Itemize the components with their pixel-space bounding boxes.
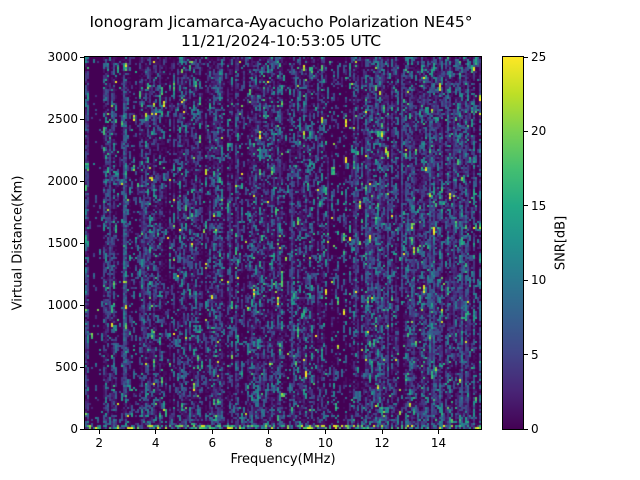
x-tick-label: 2 — [95, 436, 103, 450]
x-tick-label: 4 — [151, 436, 160, 450]
chart-title: Ionogram Jicamarca-Ayacucho Polarization… — [89, 13, 472, 51]
heatmap-canvas — [85, 57, 481, 429]
y-tick-label: 1500 — [47, 236, 78, 250]
tick-mark — [324, 430, 326, 434]
tick-mark — [80, 180, 84, 182]
y-tick-label: 1000 — [47, 298, 78, 312]
tick-mark — [438, 430, 440, 434]
colorbar — [502, 56, 524, 430]
colorbar-tick-label: 25 — [531, 50, 547, 64]
colorbar-tick-label: 0 — [531, 422, 539, 436]
x-tick-label: 14 — [430, 436, 447, 450]
tick-mark — [524, 354, 528, 356]
tick-mark — [80, 118, 84, 120]
colorbar-gradient — [503, 57, 523, 429]
tick-mark — [381, 430, 383, 434]
tick-mark — [524, 130, 528, 132]
chart-title-line1: Ionogram Jicamarca-Ayacucho Polarization… — [89, 13, 473, 31]
y-tick-label: 2000 — [47, 174, 78, 188]
y-tick-label: 2500 — [47, 112, 78, 126]
tick-mark — [268, 430, 270, 434]
tick-mark — [211, 430, 213, 434]
tick-mark — [80, 242, 84, 244]
x-axis-label: Frequency(MHz) — [230, 452, 336, 467]
x-tick-label: 6 — [208, 436, 217, 450]
tick-mark — [80, 56, 84, 58]
tick-mark — [98, 430, 100, 434]
x-tick-label: 8 — [265, 436, 273, 450]
y-axis-label: Virtual Distance(Km) — [10, 175, 26, 311]
tick-mark — [80, 304, 84, 306]
tick-mark — [524, 428, 528, 430]
y-tick-label: 0 — [70, 422, 78, 436]
colorbar-tick-label: 15 — [531, 198, 547, 213]
x-tick-label: 12 — [374, 436, 390, 450]
colorbar-tick-label: 20 — [531, 124, 547, 139]
tick-mark — [524, 279, 528, 281]
colorbar-label: SNR[dB] — [553, 215, 569, 271]
colorbar-tick-label: 10 — [531, 273, 547, 288]
x-tick-label: 10 — [317, 436, 334, 450]
heatmap-plot-area — [84, 56, 482, 430]
chart-title-line2: 11/21/2024-10:53:05 UTC — [180, 32, 382, 50]
tick-mark — [155, 430, 157, 434]
tick-mark — [80, 366, 84, 368]
y-tick-label: 500 — [55, 360, 78, 374]
tick-mark — [524, 56, 528, 58]
y-tick-label: 3000 — [47, 50, 78, 64]
tick-mark — [80, 428, 84, 430]
tick-mark — [524, 205, 528, 207]
colorbar-tick-label: 5 — [531, 347, 539, 362]
